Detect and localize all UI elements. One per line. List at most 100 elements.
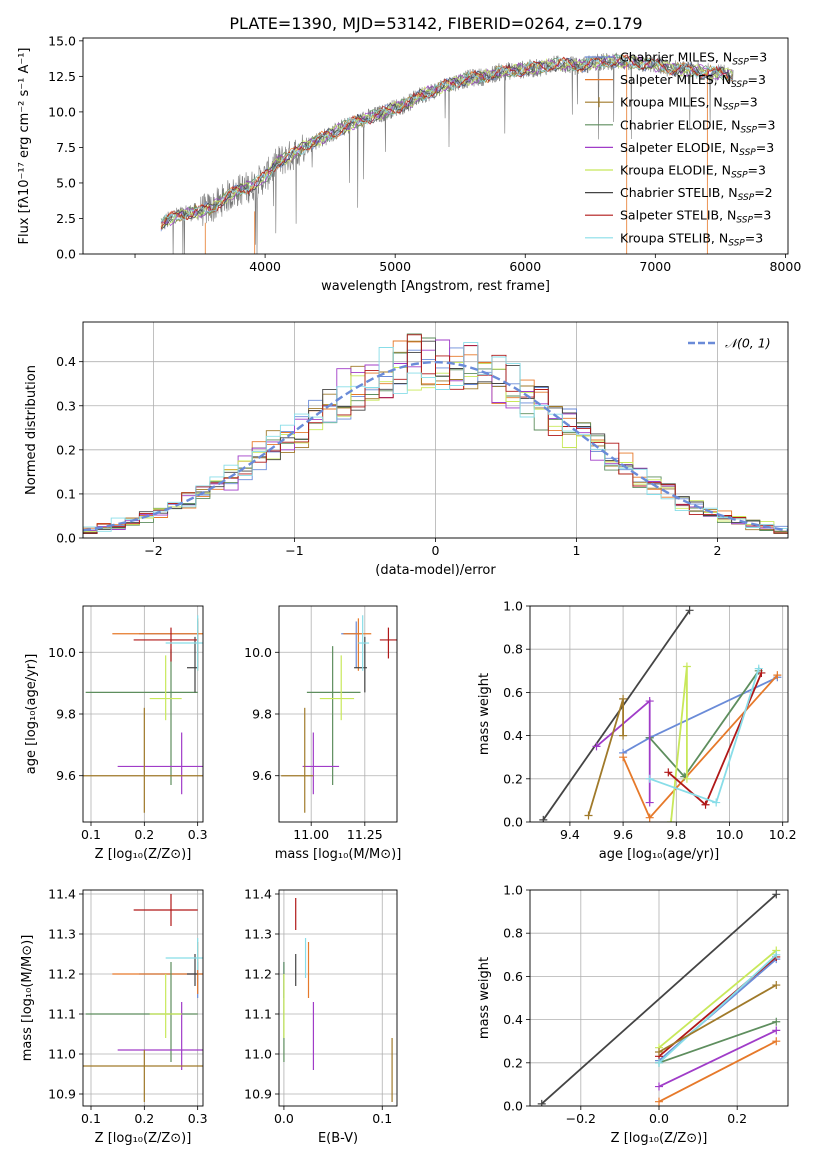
y-tick-label: 10.0 [244,645,272,660]
y-axis-label: mass weight [477,673,492,755]
y-tick-label: 11.2 [244,967,272,982]
y-tick-label: 10.0 [48,645,76,660]
y-tick-label: 9.8 [252,707,272,722]
x-tick-label: 10.2 [769,827,797,842]
y-tick-label: 7.5 [56,140,76,155]
weight-point-marker [645,813,654,822]
figure-title: PLATE=1390, MJD=53142, FIBERID=0264, z=0… [229,14,642,33]
data-layer [160,52,734,254]
weight-point-marker [772,950,781,959]
x-tick-label: 9.4 [560,827,580,842]
weight-vs-z-panel: −0.2 0.0 0.2 0.0 0.2 0.4 0.6 0.8 1.0 Z [log₁₀(Z/Z… [477,883,789,1146]
normal-curve [83,360,788,532]
legend-entry: Chabrier MILES, NSSP=3 [620,50,767,68]
y-tick-label: 11.3 [48,927,76,942]
x-tick-label: 0.1 [81,827,101,842]
y-tick-label: 2.5 [56,211,76,226]
legend-entry: Kroupa ELODIE, NSSP=3 [620,163,766,181]
y-tick-label: 0.2 [503,1055,523,1070]
model-spectrum-line [160,54,733,230]
grid-lines [83,606,203,822]
y-axis-label: Normed distribution [24,365,39,495]
legend-value: =3 [757,117,775,132]
weight-point-marker [655,1048,663,1056]
x-tick-label: 0.1 [81,1111,101,1126]
y-tick-label: 9.8 [56,707,76,722]
weight-series-line [658,1029,777,1088]
y-tick-label: 0.0 [503,815,523,830]
x-tick-label: 0.1 [372,1111,392,1126]
x-tick-label: 4000 [249,259,281,274]
legend-entry: Kroupa MILES, NSSP=3 [620,95,758,113]
x-tick-label: 11.25 [347,827,383,842]
x-tick-label: 2 [714,543,722,558]
y-tick-label: 11.0 [48,1047,76,1062]
legend-entry: Salpeter MILES, NSSP=3 [620,72,766,90]
model-spectrum-line [160,54,733,223]
y-tick-label: 11.3 [244,927,272,942]
x-tick-label: 0.3 [188,1111,208,1126]
y-tick-label: 0.6 [503,685,523,700]
x-tick-label: 8000 [769,259,801,274]
model-spectrum-line [160,55,733,229]
legend-subscript: SSP [728,238,745,248]
data-layer [83,333,788,535]
y-tick-label: 0.2 [56,442,76,457]
axes-frame [278,605,398,823]
x-axis-label: E(B-V) [318,1131,358,1146]
legend-value: =3 [745,230,763,245]
legend-entry: Salpeter ELODIE, NSSP=3 [620,140,774,158]
legend-value: =2 [754,185,772,200]
residual-histogram [83,342,788,532]
y-tick-label: 0.2 [503,771,523,786]
grid-lines [83,890,203,1106]
legend-entry: Chabrier STELIB, NSSP=2 [620,185,773,203]
weight-series-line [658,1020,777,1064]
x-tick-label: −1 [285,543,303,558]
weight-series-line [658,984,777,1053]
data-layer [83,615,203,813]
x-tick-label: 11.00 [293,827,329,842]
weight-series-line [658,954,777,1064]
weight-series-line [541,893,777,1105]
legend-value: =3 [739,95,757,110]
x-axis-label: (data-model)/error [375,563,496,578]
weight-point-marker [772,1017,781,1026]
data-layer [537,890,781,1106]
legend-subscript: SSP [736,216,753,226]
x-axis-label: Z [log₁₀(Z/Z⊙)] [95,847,192,862]
x-tick-label: 0.0 [274,1111,294,1126]
x-tick-label: 0.3 [188,827,208,842]
y-tick-label: 11.1 [48,1007,76,1022]
legend: 𝒩(0, 1) [688,336,771,351]
y-tick-label: 11.1 [244,1007,272,1022]
x-axis-label: age [log₁₀(age/yr)] [599,847,720,862]
weight-series-line [587,698,624,816]
legend-value: =3 [753,208,771,223]
data-layer [283,898,393,1102]
weight-point-marker [773,671,782,680]
weight-point-marker [712,798,721,807]
x-tick-label: 7000 [639,259,671,274]
y-tick-label: 10.0 [48,104,76,119]
weight-point-marker [772,1037,781,1046]
legend-subscript: SSP [740,125,757,135]
x-tick-label: 6000 [509,259,541,274]
weight-point-marker [757,668,766,677]
y-tick-label: 0.0 [56,531,76,546]
axes-frame [278,889,398,1107]
y-axis-label: mass weight [477,957,492,1039]
mass-vs-ebv-panel: 0.0 0.1 10.9 11.0 11.1 11.2 11.3 11.4 E(B-V) [244,887,398,1146]
x-tick-label: −0.2 [566,1111,596,1126]
weight-point-marker [619,731,628,740]
legend-entry: Kroupa STELIB, NSSP=3 [620,230,763,248]
y-tick-label: 1.0 [503,883,523,898]
x-tick-label: 1 [573,543,581,558]
model-spectrum-line [160,53,733,225]
weight-point-marker [701,800,710,809]
x-tick-label: 0 [432,543,440,558]
y-tick-label: 0.8 [503,642,523,657]
x-axis-label: Z [log₁₀(Z/Z⊙)] [611,1131,708,1146]
y-tick-label: 0.8 [503,926,523,941]
legend-entry: Chabrier ELODIE, NSSP=3 [620,117,775,135]
